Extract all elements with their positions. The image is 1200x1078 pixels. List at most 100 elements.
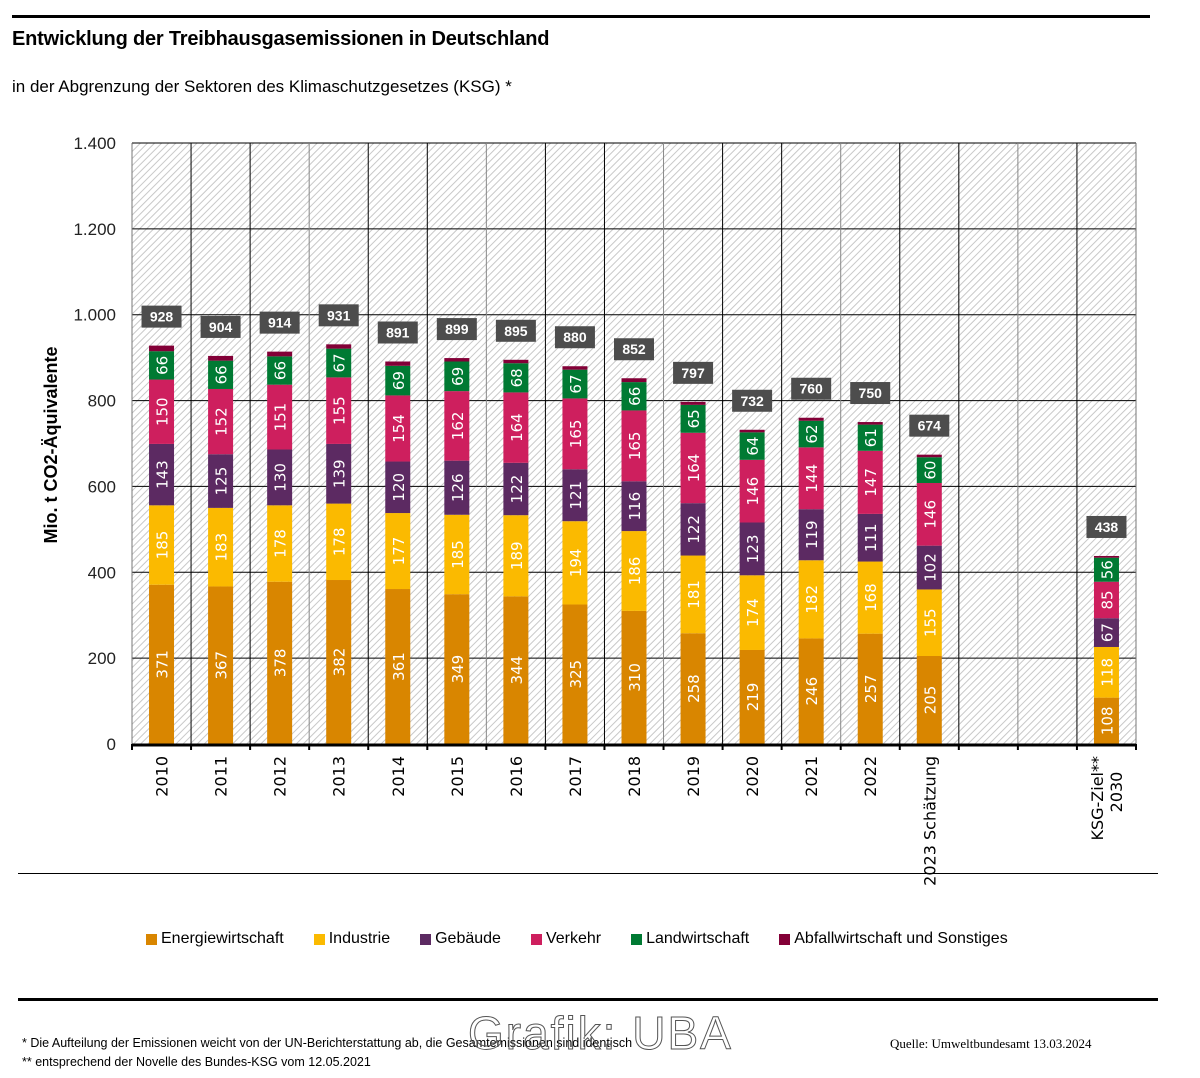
- bar-segment: [385, 395, 411, 462]
- segment-value-label: 155: [331, 396, 349, 425]
- total-label-box: [436, 318, 477, 341]
- x-tick-label: 2014: [389, 756, 408, 797]
- bar-segment: [326, 344, 352, 349]
- segment-value-label: 56: [1098, 560, 1116, 579]
- y-axis-label: Mio. t CO2-Äquivalente: [41, 346, 61, 543]
- segment-value-label: 189: [508, 541, 526, 570]
- bar-segment: [503, 596, 529, 744]
- segment-value-label: 154: [390, 414, 408, 443]
- y-tick-label: 400: [88, 563, 116, 582]
- bar-segment: [208, 454, 234, 508]
- bar-segment: [503, 392, 529, 463]
- x-tick-label: 2020: [743, 756, 762, 797]
- segment-value-label: 183: [213, 533, 231, 562]
- bar-segment: [562, 398, 588, 470]
- legend-swatch: [420, 933, 432, 945]
- legend-item: Landwirtschaft: [631, 930, 749, 948]
- bar-segment: [326, 580, 352, 744]
- segment-value-label: 344: [508, 656, 526, 685]
- segment-value-label: 152: [213, 407, 231, 436]
- segment-value-label: 371: [154, 650, 172, 679]
- legend-label: Industrie: [328, 930, 391, 947]
- bar-segment: [621, 610, 647, 744]
- segment-value-label: 143: [154, 460, 172, 489]
- bar-segment: [1093, 581, 1119, 619]
- y-tick-label: 1.400: [73, 134, 116, 153]
- segment-value-label: 122: [508, 475, 526, 504]
- bar-segment: [444, 460, 470, 515]
- x-tick-label: 2023 Schätzung: [920, 756, 939, 886]
- stacked-bar-chart: 0 200 400 600 800 1.000 1.200 1.400 Mio. t CO2-Ä…: [41, 134, 1137, 886]
- segment-value-label: 119: [803, 520, 821, 549]
- x-tick-label: 2019: [684, 756, 703, 797]
- segment-value-label: 68: [508, 368, 526, 387]
- segment-value-label: 146: [921, 500, 939, 529]
- bar-segment: [562, 369, 588, 399]
- legend-item: Industrie: [313, 930, 391, 948]
- segment-value-label: 120: [390, 473, 408, 502]
- legend-label: Gebäude: [435, 930, 501, 947]
- total-value-label: 852: [622, 341, 646, 357]
- legend-label: Abfallwirtschaft und Sonstiges: [794, 930, 1008, 947]
- bar-segment: [149, 351, 175, 380]
- total-value-label: 891: [386, 325, 410, 341]
- bar-segment: [149, 505, 175, 585]
- bar-segment: [149, 379, 175, 444]
- segment-value-label: 178: [272, 529, 290, 558]
- total-label-box: [673, 361, 714, 384]
- total-label-box: [259, 311, 300, 334]
- bar-segment: [267, 449, 293, 506]
- bar-segment: [739, 522, 765, 576]
- bar-segment: [798, 420, 824, 448]
- segment-value-label: 67: [1098, 623, 1116, 642]
- total-value-label: 438: [1095, 519, 1119, 535]
- segment-value-label: 165: [567, 420, 585, 449]
- total-value-label: 760: [799, 381, 823, 397]
- segment-value-label: 116: [626, 492, 644, 521]
- bar-segment: [798, 560, 824, 639]
- segment-value-label: 85: [1098, 590, 1116, 609]
- segment-value-label: 139: [331, 459, 349, 488]
- bar-segment: [208, 507, 234, 587]
- x-tick-label: 2022: [861, 756, 880, 797]
- x-tick-label: 2018: [625, 756, 644, 797]
- segment-value-label: 144: [803, 464, 821, 493]
- total-value-label: 895: [504, 323, 528, 339]
- bar-segment: [798, 509, 824, 561]
- bar-segment: [503, 462, 529, 516]
- segment-value-label: 64: [744, 437, 762, 456]
- legend-label: Verkehr: [545, 930, 602, 947]
- legend-swatch: [779, 933, 791, 945]
- bar-segment: [444, 594, 470, 744]
- total-value-label: 750: [859, 385, 883, 401]
- bar-segment: [739, 459, 765, 523]
- segment-value-label: 65: [685, 409, 703, 428]
- x-tick-label: 2017: [566, 756, 585, 797]
- segment-value-label: 177: [390, 537, 408, 566]
- total-label-box: [141, 305, 182, 328]
- total-label-box: [791, 377, 832, 400]
- bar-segment: [739, 575, 765, 650]
- bar-segment: [562, 521, 588, 605]
- bar-segment: [739, 649, 765, 744]
- segment-value-label: 67: [331, 353, 349, 372]
- segment-value-label: 162: [449, 412, 467, 441]
- segment-value-label: 310: [626, 663, 644, 692]
- total-label-box: [200, 315, 241, 338]
- segment-value-label: 182: [803, 585, 821, 614]
- y-tick-label: 200: [88, 649, 116, 668]
- bar-segment: [621, 378, 647, 383]
- segment-value-label: 130: [272, 463, 290, 492]
- legend-swatch: [530, 933, 542, 945]
- segment-value-label: 67: [567, 374, 585, 393]
- legend-item: Abfallwirtschaft und Sonstiges: [779, 930, 1008, 948]
- segment-value-label: 147: [862, 468, 880, 497]
- bar-segment: [385, 589, 411, 744]
- segment-value-label: 378: [272, 649, 290, 678]
- footnote-1: * Die Aufteilung der Emissionen weicht v…: [22, 1036, 633, 1050]
- total-value-label: 904: [209, 319, 233, 335]
- total-value-label: 674: [918, 418, 942, 434]
- bar-segment: [857, 424, 883, 451]
- bar-segment: [680, 633, 706, 744]
- segment-value-label: 325: [567, 660, 585, 689]
